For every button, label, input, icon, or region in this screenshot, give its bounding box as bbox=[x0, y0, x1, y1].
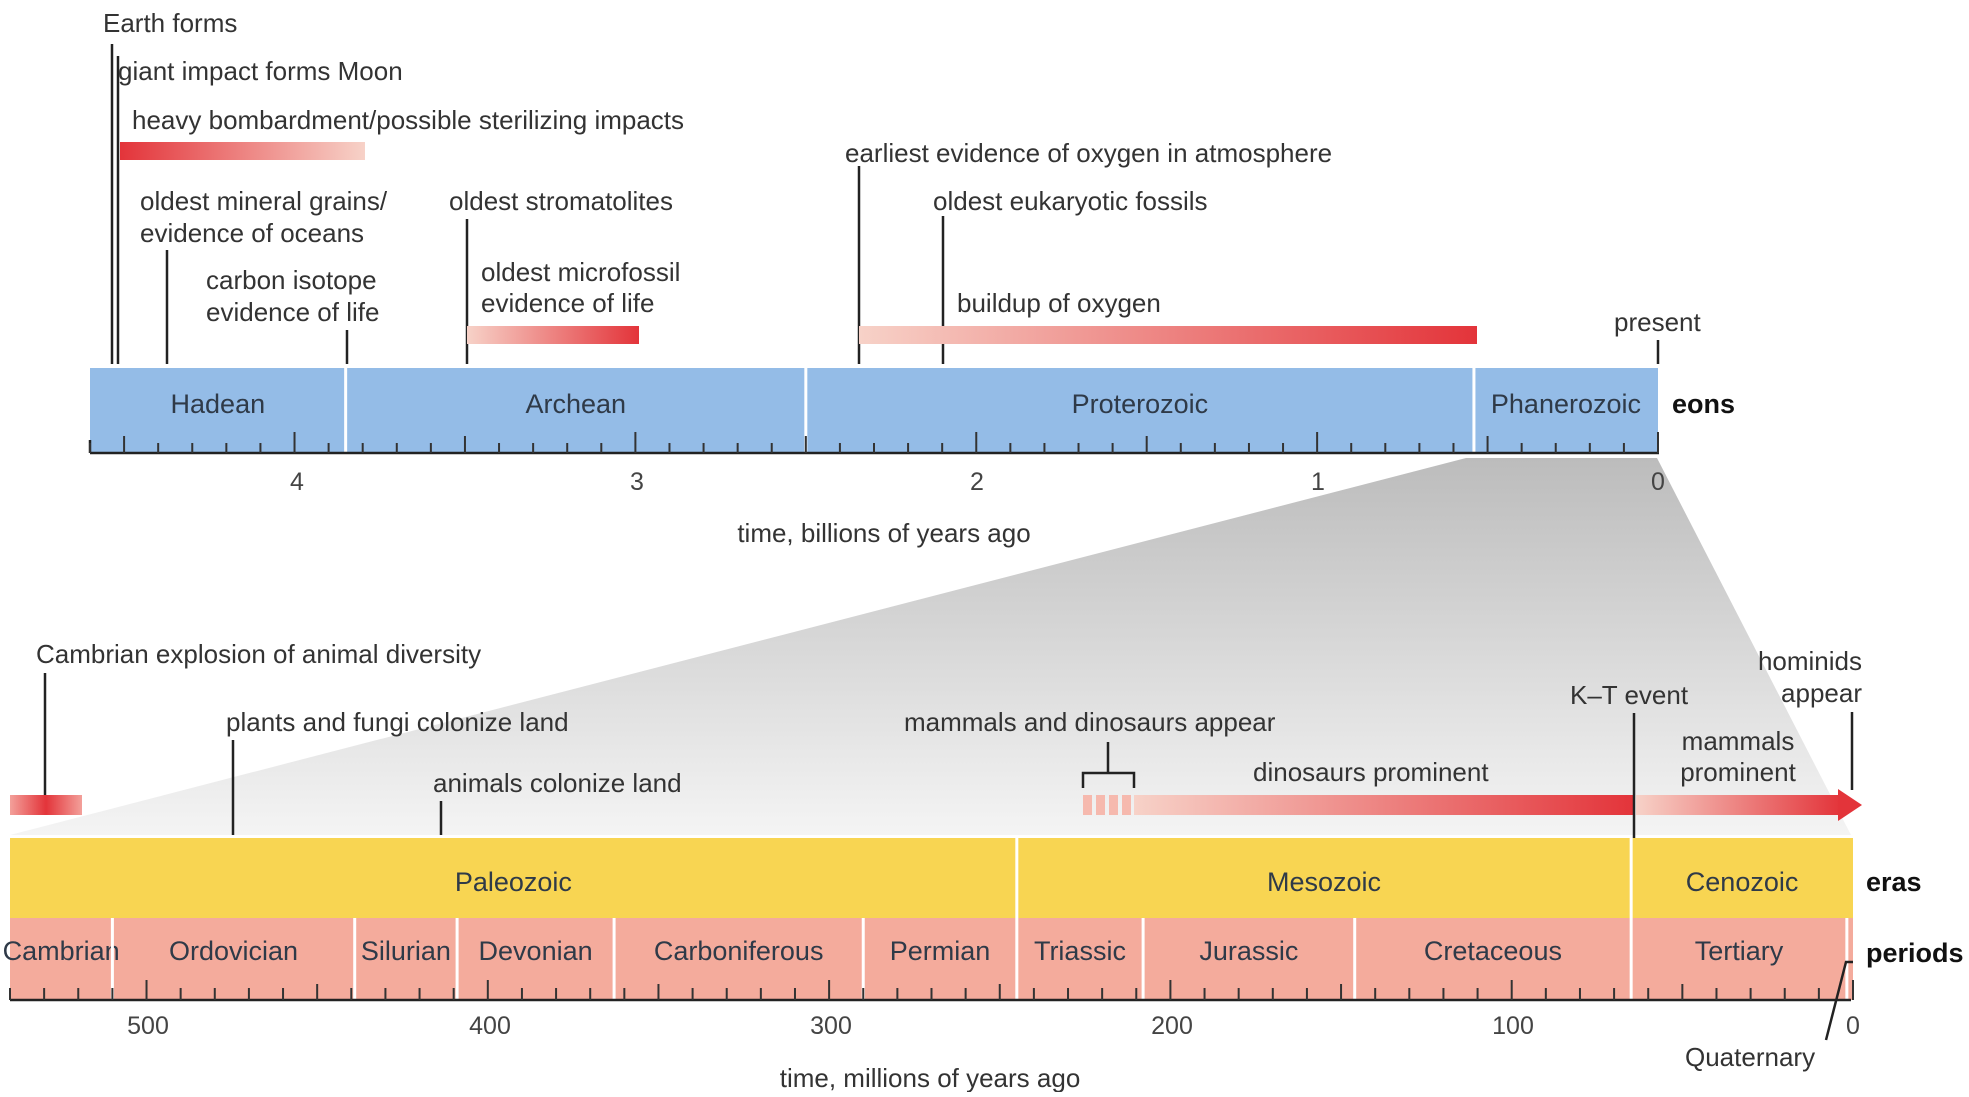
event-mineral-grains-line2: evidence of oceans bbox=[140, 218, 364, 248]
event-moon: giant impact forms Moon bbox=[118, 56, 403, 86]
top-tick-label: 4 bbox=[290, 468, 304, 496]
top-axis-ticks bbox=[89, 432, 1659, 453]
present-label: present bbox=[1614, 307, 1701, 337]
event-mammals-dinos-appear: mammals and dinosaurs appear bbox=[904, 707, 1276, 737]
eon-label: Phanerozoic bbox=[1491, 389, 1641, 419]
period-ordovician: Ordovician bbox=[169, 936, 298, 966]
period-carboniferous: Carboniferous bbox=[654, 936, 824, 966]
bottom-tick-label: 100 bbox=[1492, 1012, 1534, 1040]
eon-hadean bbox=[90, 368, 346, 453]
eons-row-label: eons bbox=[1672, 389, 1735, 419]
bombardment-bar bbox=[120, 142, 365, 160]
event-oxygen-atmosphere: earliest evidence of oxygen in atmospher… bbox=[845, 138, 1332, 168]
bottom-tick-label: 0 bbox=[1846, 1012, 1860, 1040]
era-bands: Paleozoic Mesozoic Cenozoic bbox=[10, 838, 1853, 918]
top-axis-title: time, billions of years ago bbox=[737, 518, 1030, 548]
eon-proterozoic bbox=[805, 368, 1474, 453]
event-mammals-prominent-line1: mammals bbox=[1682, 726, 1795, 756]
oxygen-buildup-bar bbox=[859, 326, 1477, 344]
event-plants-fungi: plants and fungi colonize land bbox=[226, 707, 569, 737]
zoom-wedge bbox=[10, 458, 1851, 835]
event-hominids-line1: hominids bbox=[1758, 646, 1862, 676]
event-animals-land: animals colonize land bbox=[433, 768, 682, 798]
event-kt-event: K–T event bbox=[1570, 680, 1689, 710]
period-silurian: Silurian bbox=[361, 936, 451, 966]
era-label: Cenozoic bbox=[1686, 867, 1799, 897]
bottom-tick-label: 300 bbox=[810, 1012, 852, 1040]
mammals-dinos-bracket bbox=[1081, 742, 1136, 788]
mammals-prominent-bar bbox=[1636, 795, 1841, 815]
mammals-prominent-arrowhead bbox=[1838, 789, 1862, 821]
era-cenozoic bbox=[1631, 838, 1853, 918]
top-tick-label: 1 bbox=[1311, 468, 1325, 496]
bottom-tick-label: 200 bbox=[1151, 1012, 1193, 1040]
period-devonian: Devonian bbox=[479, 936, 593, 966]
eras-row-label: eras bbox=[1866, 867, 1922, 897]
event-earth-forms: Earth forms bbox=[103, 8, 237, 38]
bottom-tick-label: 400 bbox=[469, 1012, 511, 1040]
event-stromatolites: oldest stromatolites bbox=[449, 186, 673, 216]
event-mineral-grains-line1: oldest mineral grains/ bbox=[140, 186, 388, 216]
event-oxygen-buildup: buildup of oxygen bbox=[957, 288, 1161, 318]
event-carbon-isotope-line2: evidence of life bbox=[206, 297, 379, 327]
eon-label: Hadean bbox=[171, 389, 266, 419]
eon-phanerozoic bbox=[1473, 368, 1658, 453]
quaternary-label: Quaternary bbox=[1685, 1042, 1815, 1072]
event-dinosaurs-prominent: dinosaurs prominent bbox=[1253, 757, 1489, 787]
era-label: Mesozoic bbox=[1267, 867, 1381, 897]
event-hominids-line2: appear bbox=[1781, 678, 1862, 708]
eon-label: Proterozoic bbox=[1072, 389, 1209, 419]
period-cretaceous: Cretaceous bbox=[1424, 936, 1562, 966]
era-label: Paleozoic bbox=[455, 867, 572, 897]
cambrian-explosion-bar bbox=[10, 795, 82, 815]
period-tertiary: Tertiary bbox=[1695, 936, 1784, 966]
period-permian: Permian bbox=[890, 936, 991, 966]
event-carbon-isotope-line1: carbon isotope bbox=[206, 265, 377, 295]
periods-row-label: periods bbox=[1866, 938, 1964, 968]
bottom-tick-label: 500 bbox=[127, 1012, 169, 1040]
event-cambrian-explosion: Cambrian explosion of animal diversity bbox=[36, 639, 481, 669]
quaternary-leader bbox=[1824, 960, 1853, 1041]
era-mesozoic bbox=[1016, 838, 1632, 918]
eon-label: Archean bbox=[525, 389, 626, 419]
eon-bands: Hadean Archean Proterozoic Phanerozoic bbox=[90, 368, 1658, 453]
event-bombardment: heavy bombardment/possible sterilizing i… bbox=[132, 105, 684, 135]
event-microfossil-line1: oldest microfossil bbox=[481, 257, 680, 287]
dinosaurs-prominent-bar bbox=[1134, 795, 1634, 815]
eon-archean bbox=[345, 368, 806, 453]
top-tick-label: 0 bbox=[1651, 468, 1665, 496]
period-triassic: Triassic bbox=[1034, 936, 1126, 966]
bottom-axis-ticks bbox=[9, 980, 1854, 1000]
top-tick-label: 2 bbox=[970, 468, 984, 496]
event-eukaryotic: oldest eukaryotic fossils bbox=[933, 186, 1208, 216]
event-microfossil-line2: evidence of life bbox=[481, 288, 654, 318]
period-cambrian: Cambrian bbox=[3, 936, 120, 966]
mammals-dinos-dashes bbox=[1083, 795, 1131, 815]
event-mammals-prominent-line2: prominent bbox=[1680, 757, 1796, 787]
era-paleozoic bbox=[10, 838, 1017, 918]
microfossil-bar bbox=[467, 326, 639, 344]
period-jurassic: Jurassic bbox=[1199, 936, 1298, 966]
top-tick-label: 3 bbox=[630, 468, 644, 496]
period-bands: Cambrian Ordovician Silurian Devonian Carbon… bbox=[3, 918, 1853, 1000]
bottom-axis-title: time, millions of years ago bbox=[780, 1063, 1081, 1092]
